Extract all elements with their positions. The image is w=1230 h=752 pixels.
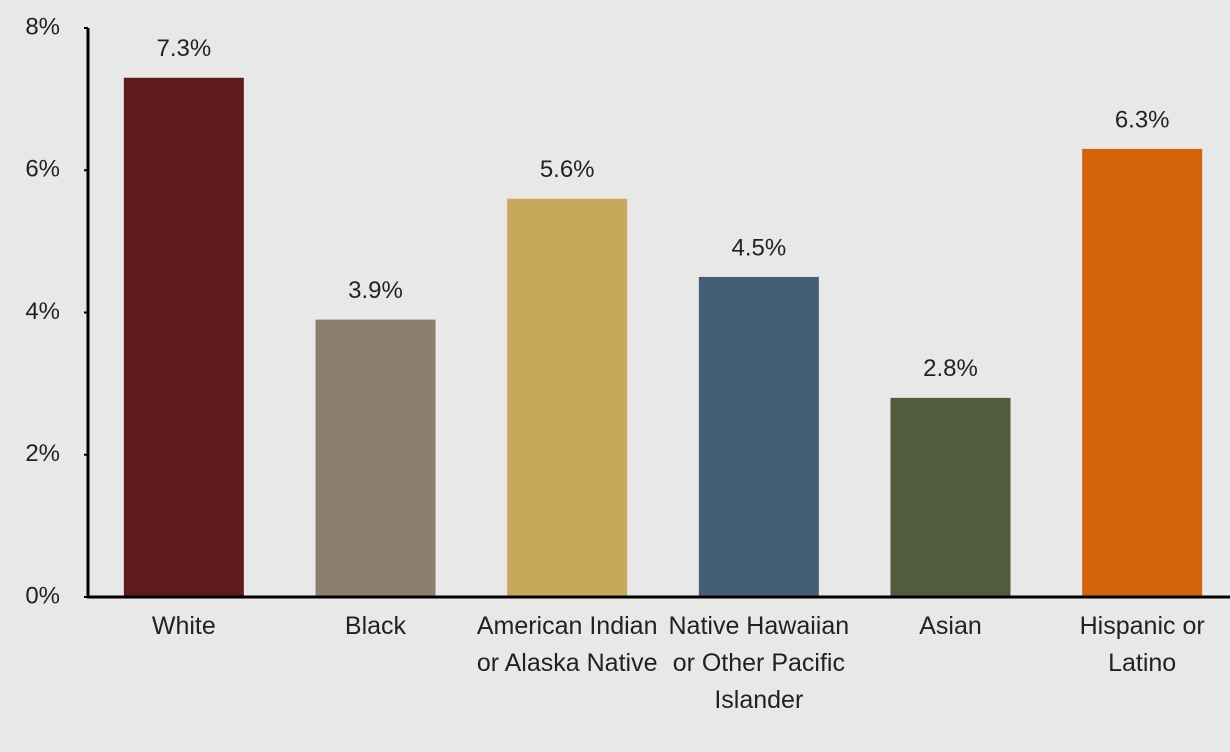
y-tick-label: 2%: [25, 440, 60, 467]
y-tick-label: 6%: [25, 156, 60, 183]
value-label: 4.5%: [731, 234, 786, 261]
x-tick-label: Black: [344, 612, 407, 640]
bar: [507, 198, 628, 597]
x-tick-label: Native Hawaiian or Other Pacific Islande…: [668, 612, 850, 714]
x-tick-label: Asian: [919, 612, 982, 640]
value-label: 3.9%: [348, 277, 403, 304]
bar: [1082, 148, 1203, 597]
value-label: 6.3%: [1115, 106, 1170, 133]
y-tick-label: 8%: [25, 13, 60, 40]
value-label: 7.3%: [156, 35, 211, 62]
bar: [890, 397, 1011, 597]
y-tick-label: 4%: [25, 298, 60, 325]
x-tick-label: White: [151, 612, 216, 640]
bar: [315, 319, 436, 597]
value-label: 5.6%: [540, 156, 595, 183]
bar: [123, 77, 244, 598]
bar: [698, 276, 819, 597]
value-label: 2.8%: [923, 355, 978, 382]
x-tick-label: American Indian or Alaska Native: [476, 612, 658, 677]
y-tick-label: 0%: [25, 582, 60, 609]
x-tick-label: Hispanic or Latino: [1079, 612, 1205, 677]
